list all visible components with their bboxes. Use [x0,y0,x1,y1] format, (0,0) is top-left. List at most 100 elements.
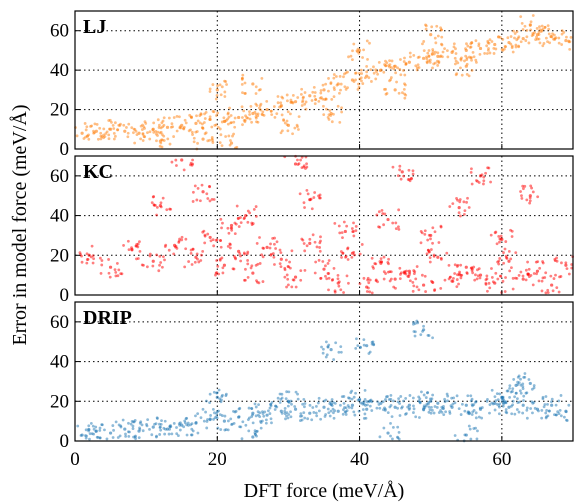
data-point [169,425,173,429]
data-point [222,263,226,267]
data-point [105,437,109,441]
data-point [389,270,393,274]
data-point [257,281,261,285]
data-point [189,433,193,437]
panel-label: DRIP [83,307,132,329]
data-point [497,235,501,238]
data-point [311,90,315,94]
data-point [338,91,341,95]
data-point [189,163,192,167]
data-point [388,405,392,409]
data-point [389,434,392,438]
data-point [493,408,497,412]
data-point [215,391,219,395]
data-point [372,343,376,347]
data-point [91,261,95,265]
data-point [295,123,299,127]
data-point [414,415,418,419]
data-point [258,262,262,265]
data-point [337,224,341,228]
data-point [327,276,331,280]
data-point [550,397,554,401]
data-point [159,261,163,264]
data-point [312,411,316,414]
data-point [420,273,424,277]
data-point [333,290,337,294]
data-point [246,259,250,262]
y-tick-label: 60 [50,312,69,333]
data-point [373,262,377,265]
data-point [269,417,273,421]
data-point [208,185,212,189]
data-point [192,136,196,140]
data-point [321,347,325,351]
data-point [367,76,371,80]
x-tick-label: 40 [350,449,369,470]
data-point [159,130,163,134]
data-point [365,64,369,68]
data-point [253,432,257,436]
data-point [478,406,482,410]
data-point [462,200,466,204]
data-point [512,29,515,33]
data-point [490,267,493,270]
data-point [130,246,133,250]
data-point [358,77,362,81]
data-point [367,286,370,290]
data-point [453,401,457,405]
data-point [389,76,393,79]
data-point [145,265,149,269]
data-point [215,412,218,415]
data-point [196,412,200,416]
data-point [274,404,277,408]
data-point [391,165,395,169]
data-point [340,110,344,114]
data-point [528,194,532,198]
data-point [313,94,317,98]
data-point [319,89,323,92]
data-point [224,80,228,83]
data-point [276,95,280,98]
data-point [374,279,378,283]
data-point [248,117,252,121]
data-point [465,271,469,275]
data-point [338,74,342,78]
data-point [402,88,406,91]
data-point [426,391,430,394]
data-point [208,90,212,93]
data-point [202,121,206,124]
data-point [240,105,244,109]
data-point [153,203,157,207]
data-point [339,403,342,407]
data-point [205,399,208,403]
data-point [510,229,514,233]
data-point [396,66,399,70]
data-point [185,423,189,427]
data-point [376,72,380,76]
data-point [172,116,176,119]
data-point [232,254,236,258]
data-point [216,111,220,115]
data-point [330,404,334,407]
data-point [199,113,203,116]
data-point [509,35,513,38]
data-point [184,121,188,125]
data-point [524,391,528,395]
data-point [259,108,263,112]
data-point [241,91,244,95]
data-point [428,408,432,412]
data-point [215,114,218,117]
data-point [183,265,187,269]
data-point [263,410,267,414]
data-point [317,100,321,103]
data-point [82,137,86,140]
data-point [454,59,458,63]
data-point [569,35,573,39]
data-point [507,249,511,253]
data-point [431,241,434,245]
data-point [159,205,163,209]
data-point [443,400,447,404]
data-point [270,113,274,117]
data-point [397,431,401,434]
data-point [155,205,159,209]
